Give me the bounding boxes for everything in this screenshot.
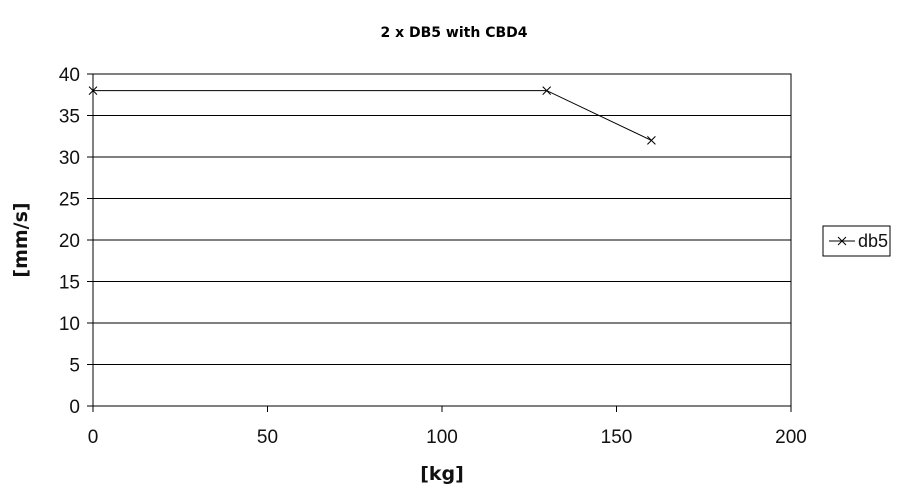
gridlines <box>93 115 791 365</box>
y-tick-label-2: 10 <box>59 314 80 335</box>
x-tick-label-0: 0 <box>88 427 99 448</box>
y-tick-label-5: 25 <box>59 190 80 211</box>
y-tick-labels: 0 5 10 15 20 25 30 35 40 <box>59 65 80 418</box>
tick-marks <box>87 73 792 412</box>
y-tick-label-7: 35 <box>59 107 80 128</box>
data-point-db5-1 <box>542 86 552 95</box>
x-tick-label-2: 100 <box>426 427 458 448</box>
y-tick-label-1: 5 <box>69 356 80 377</box>
x-tick-label-3: 150 <box>601 427 633 448</box>
x-tick-label-1: 50 <box>257 427 278 448</box>
y-tick-label-8: 40 <box>59 65 80 86</box>
chart-title: 2 x DB5 with CBD4 <box>381 25 528 41</box>
y-tick-label-6: 30 <box>59 148 80 169</box>
legend-label-db5: db5 <box>858 231 888 251</box>
y-axis-title: [mm/s] <box>10 202 32 277</box>
x-tick-label-4: 200 <box>775 427 807 448</box>
legend-marker-db5 <box>837 236 847 246</box>
y-tick-label-0: 0 <box>69 397 80 418</box>
series-layer <box>88 86 656 145</box>
legend: db5 <box>822 225 891 257</box>
x-tick-labels: 0 50 100 150 200 <box>88 427 807 448</box>
x-axis-title: [kg] <box>420 463 464 485</box>
data-point-db5-0 <box>88 86 98 95</box>
data-point-db5-2 <box>647 136 656 145</box>
y-tick-label-4: 20 <box>59 231 80 252</box>
y-tick-label-3: 15 <box>59 273 80 294</box>
